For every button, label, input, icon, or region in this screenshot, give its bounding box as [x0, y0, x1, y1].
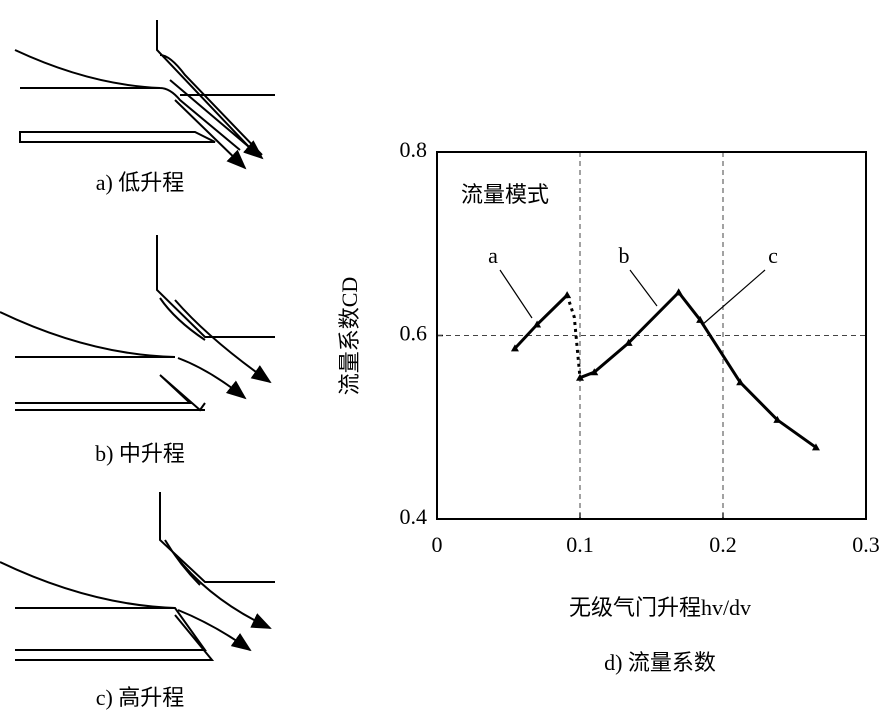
- data-point: [576, 373, 584, 381]
- x-tick-label: 0.1: [566, 532, 594, 557]
- x-tick-label: 0.2: [709, 532, 737, 557]
- data-line: [677, 291, 817, 449]
- x-tick-label: 0.3: [852, 532, 880, 557]
- annotation: a: [488, 243, 498, 268]
- diagram-low-lift: [14, 20, 275, 170]
- data-point: [696, 315, 705, 323]
- data-point: [674, 288, 683, 296]
- y-axis-label: 流量系数CD: [337, 277, 362, 396]
- annotation-leader: [499, 269, 533, 319]
- data-point: [811, 443, 820, 451]
- data-point: [563, 291, 572, 299]
- data-point: [624, 338, 633, 346]
- diagram-caption: b) 中升程: [95, 441, 185, 466]
- x-axis-label: 无级气门升程hv/dv: [569, 595, 751, 620]
- diagram-high-lift: [0, 492, 275, 661]
- annotation-leader: [629, 269, 658, 307]
- data-line: [565, 294, 582, 378]
- chart-caption: d) 流量系数: [604, 650, 716, 675]
- plot-frame: [436, 151, 867, 520]
- data-point: [773, 415, 782, 423]
- annotation: b: [619, 243, 630, 268]
- y-tick-label: 0.4: [400, 504, 428, 529]
- y-tick-label: 0.6: [400, 321, 428, 346]
- x-tick-label: 0: [432, 532, 443, 557]
- annotation: 流量模式: [461, 182, 549, 207]
- annotation: c: [768, 243, 778, 268]
- data-point: [736, 378, 745, 386]
- data-line: [579, 291, 680, 380]
- y-tick-label: 0.8: [400, 137, 428, 162]
- diagram-caption: a) 低升程: [96, 170, 185, 195]
- data-point: [533, 320, 542, 328]
- annotation-leader: [701, 269, 766, 326]
- data-point: [590, 368, 599, 376]
- diagram-mid-lift: [0, 235, 275, 412]
- data-point: [510, 344, 519, 352]
- diagram-caption: c) 高升程: [96, 685, 185, 710]
